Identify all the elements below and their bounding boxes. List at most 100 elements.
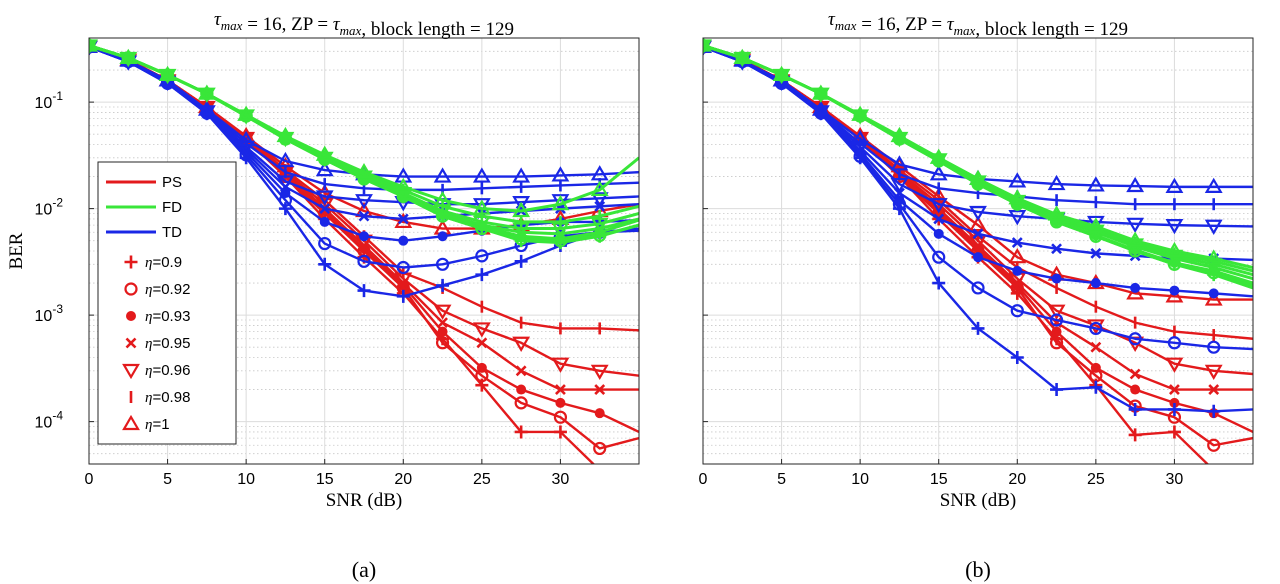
data-point: [436, 278, 450, 292]
data-point: [394, 177, 413, 193]
data-point: [472, 199, 491, 215]
data-point: [551, 166, 570, 182]
data-point: [1208, 288, 1219, 299]
data-point: [929, 148, 948, 164]
data-point: [1128, 402, 1142, 416]
series-fd-eta-1: [89, 38, 639, 218]
data-point: [396, 260, 410, 275]
data-point: [932, 276, 946, 290]
data-point: [1128, 332, 1142, 346]
data-point: [590, 180, 609, 196]
data-point: [512, 336, 531, 352]
legend-marker: [124, 255, 138, 269]
data-point: [318, 257, 332, 271]
x-tick-label: 15: [930, 471, 948, 488]
series-line: [703, 44, 1253, 269]
data-point: [276, 126, 295, 143]
x-tick-label: 0: [85, 471, 94, 488]
y-tick-label: 10-1: [35, 89, 64, 112]
data-point: [972, 228, 984, 240]
data-point: [973, 252, 983, 263]
data-point: [472, 322, 491, 338]
data-point: [355, 194, 373, 210]
data-point: [1090, 278, 1101, 289]
data-point: [512, 201, 531, 218]
legend-label: η=0.92: [145, 281, 190, 298]
data-point: [1008, 172, 1027, 188]
data-point: [237, 130, 256, 147]
data-point: [1126, 231, 1145, 247]
data-point: [237, 105, 256, 121]
data-point: [1204, 290, 1223, 306]
data-point: [933, 228, 944, 239]
data-point: [1212, 463, 1216, 464]
x-tick-label: 15: [316, 471, 334, 488]
data-point: [433, 304, 452, 320]
data-point: [1167, 402, 1181, 416]
data-point: [319, 216, 330, 227]
y-axis-label: BER: [6, 232, 27, 269]
series-line: [89, 44, 639, 213]
data-point: [1204, 249, 1223, 265]
data-point: [476, 362, 487, 373]
data-point: [475, 249, 489, 263]
data-point: [851, 129, 870, 146]
data-point: [357, 254, 371, 268]
data-point: [929, 187, 948, 203]
data-point: [1090, 341, 1102, 353]
x-tick-label: 10: [851, 471, 869, 488]
legend-label: η=0.96: [145, 362, 190, 379]
data-point: [1051, 243, 1062, 255]
data-point: [1130, 282, 1141, 293]
data-point: [472, 198, 491, 214]
data-point: [355, 162, 373, 179]
legend: PS FD TD η=0.9 η=0.92 η=0.93 η=0.95 η=0.96 η=0.9…: [97, 161, 237, 445]
data-point: [811, 100, 830, 116]
x-tick-label: 0: [699, 471, 708, 488]
data-point: [932, 250, 946, 264]
data-point: [929, 165, 948, 181]
legend-marker: [122, 414, 140, 431]
legend-marker: [124, 282, 138, 296]
panel-title: τmax = 16, ZP = τmax, block length = 129: [828, 9, 1128, 40]
data-point: [357, 284, 371, 298]
data-point: [1126, 217, 1145, 233]
data-point: [590, 364, 609, 380]
data-point: [1165, 287, 1184, 303]
data-point: [1086, 217, 1105, 233]
x-tick-label: 10: [237, 471, 255, 488]
data-point: [1165, 219, 1184, 235]
x-tick-label: 5: [163, 471, 172, 488]
data-point: [894, 195, 905, 206]
series-fd-eta-1: [703, 38, 1253, 269]
legend-box: [97, 161, 237, 445]
data-point: [1207, 404, 1221, 418]
data-point: [971, 321, 985, 335]
data-point: [1086, 176, 1105, 192]
data-point: [1010, 351, 1024, 364]
legend-label: η=1: [145, 416, 170, 433]
x-tick-label: 5: [777, 471, 786, 488]
data-point: [553, 410, 568, 424]
data-point: [555, 384, 566, 395]
data-point: [971, 281, 985, 295]
panel-b: 0 5 10 15 20 25 30 τmax = 16, ZP = τmax, block …: [699, 9, 1254, 582]
data-point: [1204, 364, 1223, 380]
data-point: [475, 268, 489, 282]
data-point: [1012, 265, 1023, 276]
data-point: [594, 384, 606, 395]
data-point: [1008, 210, 1027, 226]
data-point: [969, 215, 987, 232]
y-tick-label: 10-2: [35, 196, 64, 219]
legend-marker: [126, 311, 136, 321]
data-point: [1207, 340, 1221, 354]
data-point: [1129, 368, 1141, 380]
data-point: [890, 155, 909, 171]
data-point: [1204, 219, 1223, 235]
data-point: [89, 38, 96, 53]
data-point: [514, 254, 528, 268]
data-point: [514, 425, 528, 439]
data-point: [1089, 380, 1103, 394]
data-point: [1047, 304, 1066, 320]
data-point: [969, 169, 987, 186]
